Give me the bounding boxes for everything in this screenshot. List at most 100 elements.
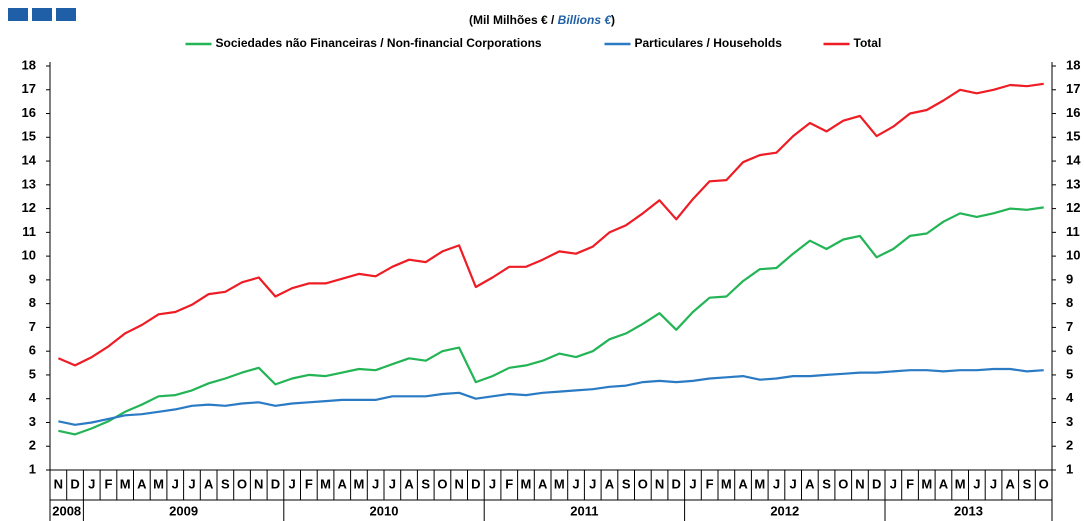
subtitle-pt: (Mil Milhões € / [469,13,558,27]
x-tick-label: M [955,476,966,491]
x-tick-label: N [855,476,864,491]
y-tick-label: 5 [29,366,36,381]
y2-tick-label: 18 [1066,57,1080,72]
logo-block [8,8,28,21]
x-tick-label: M [120,476,131,491]
x-tick-label: M [921,476,932,491]
year-label: 2013 [954,503,983,518]
x-tick-label: F [104,476,112,491]
x-tick-label: M [153,476,164,491]
y-tick-label: 9 [29,271,36,286]
x-tick-label: N [655,476,664,491]
x-tick-label: A [805,476,815,491]
x-tick-label: D [70,476,79,491]
logo-block [56,8,76,21]
x-tick-label: D [471,476,480,491]
x-tick-label: S [421,476,430,491]
y2-tick-label: 12 [1066,200,1080,215]
y-tick-label: 13 [22,176,36,191]
y-tick-label: 12 [22,200,36,215]
legend-label: Total [854,36,882,50]
x-tick-label: N [454,476,463,491]
y-tick-label: 15 [22,129,36,144]
x-tick-label: A [338,476,348,491]
x-tick-label: A [1006,476,1016,491]
x-tick-label: A [605,476,615,491]
y2-tick-label: 8 [1066,295,1073,310]
y-tick-label: 4 [29,390,37,405]
x-tick-label: J [973,476,980,491]
x-tick-label: O [638,476,648,491]
x-tick-label: N [254,476,263,491]
y-tick-label: 1 [29,461,36,476]
x-tick-label: F [505,476,513,491]
x-tick-label: J [172,476,179,491]
year-label: 2008 [52,503,81,518]
x-tick-label: O [237,476,247,491]
x-tick-label: D [872,476,881,491]
x-tick-label: S [1023,476,1032,491]
y2-tick-label: 2 [1066,438,1073,453]
x-tick-label: J [773,476,780,491]
x-tick-label: J [489,476,496,491]
legend-label: Particulares / Households [635,36,783,50]
legend-label: Sociedades não Financeiras / Non-financi… [216,36,542,50]
y2-tick-label: 4 [1066,390,1074,405]
x-tick-label: A [538,476,548,491]
logo-block [32,8,52,21]
y-tick-label: 8 [29,295,36,310]
y-tick-label: 7 [29,319,36,334]
x-tick-label: F [906,476,914,491]
y2-tick-label: 11 [1066,224,1080,239]
x-tick-label: A [404,476,414,491]
x-tick-label: A [939,476,949,491]
x-tick-label: M [521,476,532,491]
x-tick-label: M [320,476,331,491]
y2-tick-label: 7 [1066,319,1073,334]
year-label: 2011 [570,503,598,518]
y-tick-label: 14 [22,152,37,167]
subtitle: (Mil Milhões € / Billions €) [469,13,615,27]
y2-tick-label: 9 [1066,271,1073,286]
x-tick-label: O [1039,476,1049,491]
x-tick-label: M [721,476,732,491]
year-label: 2009 [169,503,198,518]
y-tick-label: 16 [22,105,36,120]
x-tick-label: D [672,476,681,491]
y2-tick-label: 5 [1066,366,1073,381]
x-tick-label: D [271,476,280,491]
x-tick-label: J [372,476,379,491]
series-line [58,206,1044,436]
subtitle-en: Billions € [558,13,613,27]
x-tick-label: J [572,476,579,491]
x-tick-label: J [389,476,396,491]
y2-tick-label: 17 [1066,81,1080,96]
x-tick-label: M [554,476,565,491]
y-tick-label: 18 [22,57,36,72]
y2-tick-label: 16 [1066,105,1080,120]
y2-tick-label: 10 [1066,248,1080,263]
x-tick-label: S [221,476,230,491]
y2-tick-label: 13 [1066,176,1080,191]
x-tick-label: F [706,476,714,491]
x-tick-label: S [822,476,831,491]
y-tick-label: 6 [29,343,36,358]
x-tick-label: A [204,476,214,491]
x-tick-label: J [689,476,696,491]
x-tick-label: J [990,476,997,491]
x-tick-label: M [754,476,765,491]
x-tick-label: J [188,476,195,491]
y-tick-label: 11 [22,224,36,239]
x-tick-label: J [890,476,897,491]
y2-tick-label: 6 [1066,343,1073,358]
x-tick-label: O [437,476,447,491]
y2-tick-label: 14 [1066,152,1081,167]
y2-tick-label: 3 [1066,414,1073,429]
x-tick-label: J [790,476,797,491]
series-line [58,367,1044,426]
year-label: 2010 [370,503,399,518]
x-tick-label: M [354,476,365,491]
y2-tick-label: 1 [1066,461,1073,476]
x-tick-label: A [137,476,147,491]
